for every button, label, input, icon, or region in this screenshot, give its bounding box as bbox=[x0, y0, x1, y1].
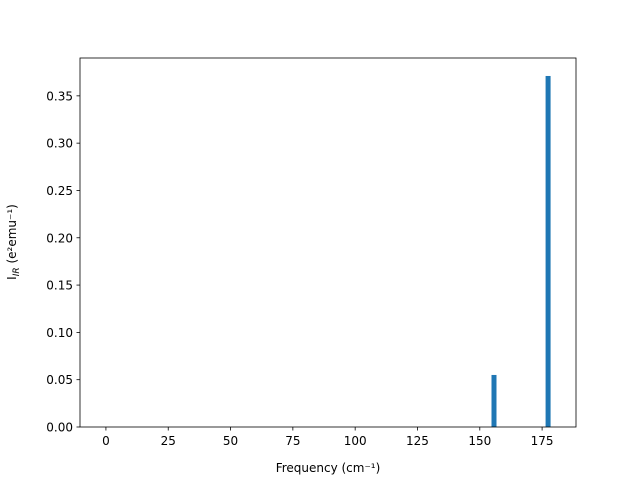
y-tick-label: 0.10 bbox=[46, 326, 73, 340]
y-axis-label: IIR (e²emu⁻¹) bbox=[5, 204, 22, 280]
x-tick-label: 150 bbox=[468, 434, 491, 448]
x-tick-label: 125 bbox=[406, 434, 429, 448]
y-tick-label: 0.15 bbox=[46, 279, 73, 293]
x-tick-label: 100 bbox=[344, 434, 367, 448]
bar bbox=[491, 374, 497, 427]
x-tick-label: 75 bbox=[285, 434, 300, 448]
y-label-rest: (e²emu⁻¹) bbox=[5, 204, 19, 263]
x-tick-label: 0 bbox=[102, 434, 110, 448]
x-tick-label: 175 bbox=[531, 434, 554, 448]
x-axis-label: Frequency (cm⁻¹) bbox=[276, 461, 381, 475]
y-tick-label: 0.05 bbox=[46, 373, 73, 387]
y-tick-label: 0.30 bbox=[46, 137, 73, 151]
y-label-main: I bbox=[5, 276, 19, 280]
y-label-sub: IR bbox=[12, 267, 22, 276]
y-tick-label: 0.20 bbox=[46, 231, 73, 245]
x-tick-label: 50 bbox=[223, 434, 238, 448]
plot-frame bbox=[79, 57, 577, 428]
y-tick-label: 0.25 bbox=[46, 184, 73, 198]
bar bbox=[545, 75, 551, 427]
x-tick-label: 25 bbox=[161, 434, 176, 448]
y-tick-label: 0.35 bbox=[46, 89, 73, 103]
y-tick-label: 0.00 bbox=[46, 421, 73, 435]
